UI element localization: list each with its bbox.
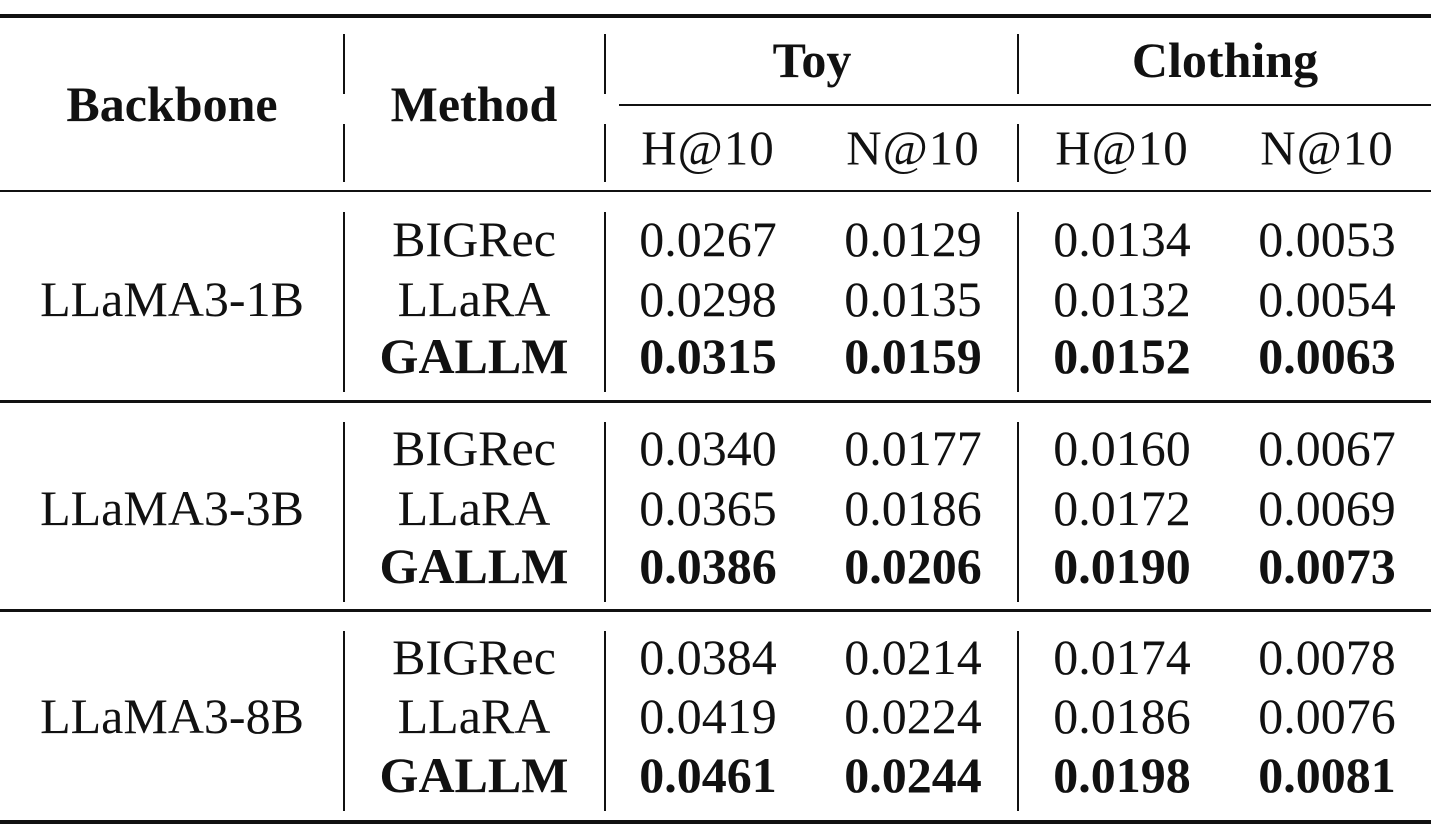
value-cell: 0.0054 — [1258, 271, 1396, 327]
method-label-best: GALLM — [379, 328, 569, 384]
header-separator — [1017, 34, 1019, 94]
value-cell: 0.0384 — [639, 629, 777, 685]
method-label-best: GALLM — [379, 538, 569, 594]
header-metric: N@10 — [846, 120, 980, 176]
value-cell: 0.0186 — [844, 480, 982, 536]
value-cell: 0.0160 — [1053, 420, 1191, 476]
value-cell: 0.0067 — [1258, 420, 1396, 476]
method-label: BIGRec — [392, 629, 556, 685]
value-cell-best: 0.0461 — [639, 747, 777, 803]
value-cell-best: 0.0063 — [1258, 328, 1396, 384]
value-cell-best: 0.0190 — [1053, 538, 1191, 594]
header-group-toy: Toy — [772, 32, 852, 88]
value-cell: 0.0076 — [1258, 688, 1396, 744]
top-rule — [0, 14, 1431, 18]
header-metric: H@10 — [1055, 120, 1189, 176]
value-cell: 0.0177 — [844, 420, 982, 476]
value-cell: 0.0340 — [639, 420, 777, 476]
backbone-label: LLaMA3-3B — [40, 480, 304, 536]
column-separator — [343, 422, 345, 602]
column-separator — [343, 631, 345, 811]
header-separator — [1017, 124, 1019, 182]
header-separator — [604, 124, 606, 182]
header-separator — [604, 34, 606, 94]
header-group-clothing: Clothing — [1131, 32, 1319, 88]
header-separator — [343, 34, 345, 94]
value-cell-best: 0.0244 — [844, 747, 982, 803]
value-cell-best: 0.0315 — [639, 328, 777, 384]
header-rule — [0, 190, 1431, 192]
value-cell: 0.0053 — [1258, 211, 1396, 267]
column-separator — [1017, 212, 1019, 392]
column-separator — [604, 422, 606, 602]
column-separator — [1017, 422, 1019, 602]
header-method: Method — [390, 76, 558, 132]
column-separator — [1017, 631, 1019, 811]
value-cell: 0.0078 — [1258, 629, 1396, 685]
value-cell: 0.0174 — [1053, 629, 1191, 685]
method-label: LLaRA — [397, 480, 551, 536]
value-cell: 0.0069 — [1258, 480, 1396, 536]
backbone-label: LLaMA3-1B — [40, 271, 304, 327]
value-cell: 0.0134 — [1053, 211, 1191, 267]
value-cell: 0.0419 — [639, 688, 777, 744]
value-cell-best: 0.0386 — [639, 538, 777, 594]
value-cell: 0.0129 — [844, 211, 982, 267]
method-label: BIGRec — [392, 420, 556, 476]
value-cell-best: 0.0073 — [1258, 538, 1396, 594]
value-cell: 0.0132 — [1053, 271, 1191, 327]
value-cell: 0.0214 — [844, 629, 982, 685]
value-cell-best: 0.0206 — [844, 538, 982, 594]
method-label: LLaRA — [397, 688, 551, 744]
method-label: LLaRA — [397, 271, 551, 327]
value-cell: 0.0172 — [1053, 480, 1191, 536]
value-cell: 0.0365 — [639, 480, 777, 536]
column-separator — [604, 212, 606, 392]
header-metric: H@10 — [641, 120, 775, 176]
header-metric: N@10 — [1260, 120, 1394, 176]
value-cell: 0.0267 — [639, 211, 777, 267]
block-rule-2 — [0, 609, 1431, 612]
backbone-label: LLaMA3-8B — [40, 688, 304, 744]
method-label: BIGRec — [392, 211, 556, 267]
header-backbone: Backbone — [66, 76, 278, 132]
column-separator — [343, 212, 345, 392]
method-label-best: GALLM — [379, 747, 569, 803]
value-cell: 0.0186 — [1053, 688, 1191, 744]
column-separator — [604, 631, 606, 811]
value-cell-best: 0.0081 — [1258, 747, 1396, 803]
header-separator — [343, 124, 345, 182]
block-rule-1 — [0, 400, 1431, 403]
value-cell: 0.0135 — [844, 271, 982, 327]
value-cell: 0.0224 — [844, 688, 982, 744]
value-cell-best: 0.0152 — [1053, 328, 1191, 384]
value-cell-best: 0.0198 — [1053, 747, 1191, 803]
group-underline — [619, 104, 1431, 106]
bottom-rule — [0, 820, 1431, 824]
value-cell-best: 0.0159 — [844, 328, 982, 384]
value-cell: 0.0298 — [639, 271, 777, 327]
